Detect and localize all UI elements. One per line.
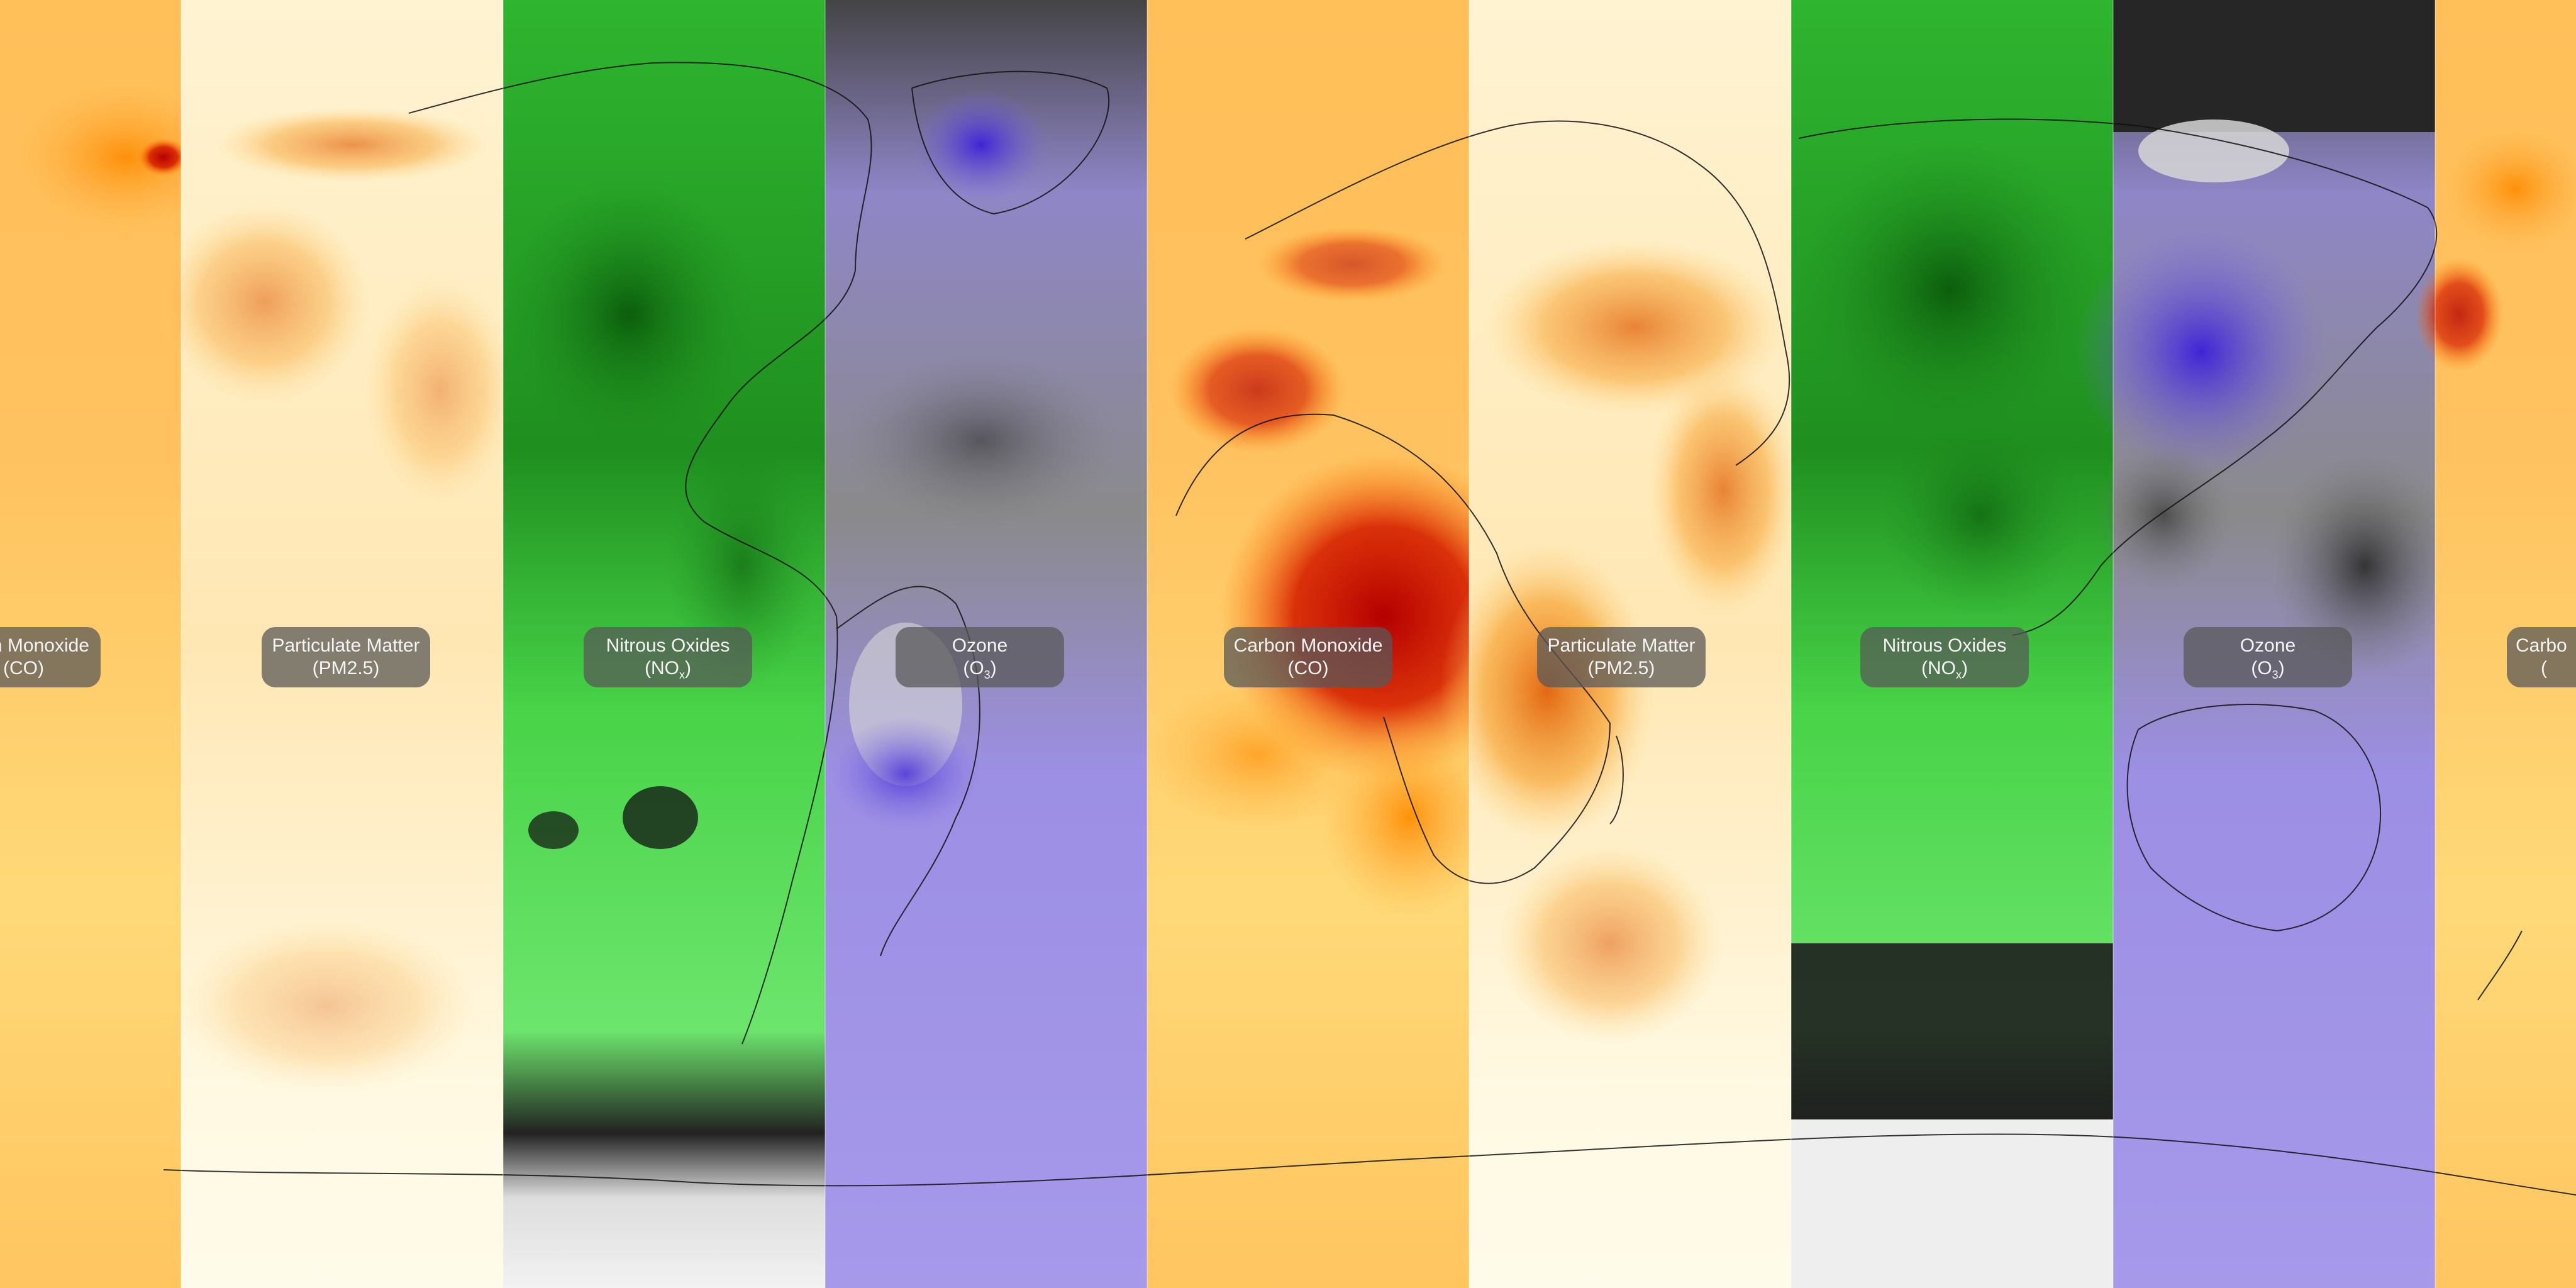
label-abbr: (NOx) <box>1921 658 1968 681</box>
label-title: Nitrous Oxides <box>1882 635 2007 656</box>
label-title: Nitrous Oxides <box>606 635 730 656</box>
label-title: Ozone <box>952 635 1008 656</box>
label-title: Carbon Monoxide <box>1233 635 1383 656</box>
label-abbr: (O3) <box>963 658 997 681</box>
label-title: Particulate Matter <box>1547 635 1696 656</box>
label-nitrous-oxides-1: Nitrous Oxides (NOx) <box>584 627 752 687</box>
label-abbr: (PM2.5) <box>1587 658 1655 679</box>
label-abbr: (CO) <box>1287 658 1329 679</box>
label-abbr: (NOx) <box>645 658 691 681</box>
label-title: Ozone <box>2240 635 2296 656</box>
coastlines <box>163 62 2576 1196</box>
panel-particulate-matter-1 <box>157 0 516 1288</box>
label-carbon-monoxide-3: Carbo ( <box>2507 627 2576 687</box>
label-nitrous-oxides-2: Nitrous Oxides (NOx) <box>1860 627 2029 687</box>
label-abbr: ( <box>2541 658 2547 679</box>
label-title: Carbo <box>2516 635 2567 656</box>
label-particulate-matter-2: Particulate Matter (PM2.5) <box>1537 627 1706 687</box>
panel-dividers <box>180 0 2436 1288</box>
label-abbr: (O3) <box>2251 658 2285 681</box>
label-abbr: (PM2.5) <box>312 658 380 679</box>
label-carbon-monoxide-2: Carbon Monoxide (CO) <box>1224 627 1392 687</box>
label-title: n Monoxide <box>0 635 89 656</box>
label-carbon-monoxide-1: n Monoxide (CO) <box>0 627 101 687</box>
label-ozone-1: Ozone (O3) <box>896 627 1064 687</box>
label-title: Particulate Matter <box>272 635 420 656</box>
label-abbr: (CO) <box>3 658 44 679</box>
label-ozone-2: Ozone (O3) <box>2184 627 2352 687</box>
panel-nitrous-oxides-2 <box>1791 0 2113 1288</box>
label-particulate-matter-1: Particulate Matter (PM2.5) <box>262 627 430 687</box>
